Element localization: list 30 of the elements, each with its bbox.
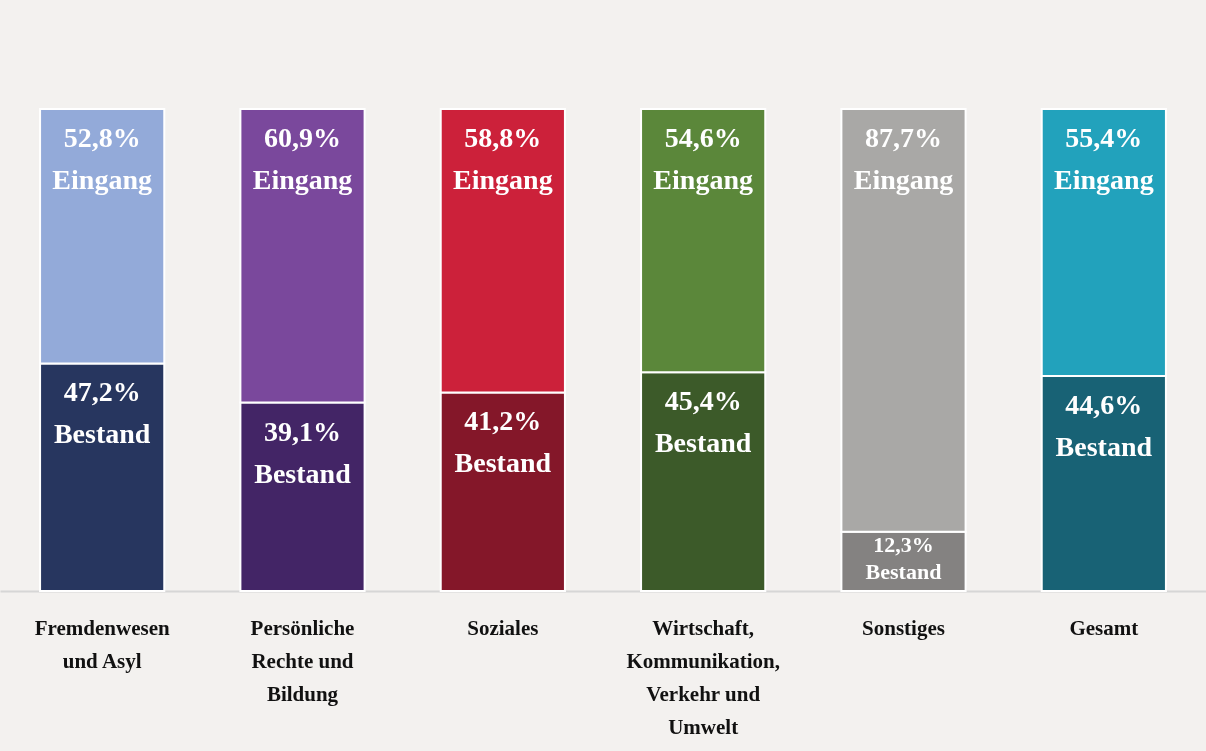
text: Eingang bbox=[453, 164, 553, 195]
series-label: Eingang bbox=[1054, 164, 1154, 195]
x-tick-label: Gesamt bbox=[1069, 615, 1139, 640]
data-label: 54,6% bbox=[664, 122, 742, 153]
data-label: 12,3% bbox=[873, 531, 934, 557]
data-label: 55,4% bbox=[1065, 122, 1143, 153]
text: Bestand bbox=[53, 418, 151, 450]
data-label: 44,6% bbox=[1065, 389, 1143, 421]
data-label: 87,7% bbox=[865, 122, 942, 153]
text: Eingang bbox=[52, 164, 152, 195]
data-label: 60,9% bbox=[264, 122, 341, 153]
text: Bestand bbox=[1055, 431, 1153, 463]
data-label: 45,4% bbox=[664, 385, 742, 417]
x-tick-label: Wirtschaft, Kommunikation, Verkehr und Umwelt bbox=[626, 615, 780, 739]
series-label: Bestand bbox=[865, 558, 942, 584]
text: Eingang bbox=[252, 164, 353, 195]
text: Eingang bbox=[653, 164, 753, 195]
text: Bestand bbox=[654, 427, 752, 459]
data-label: 41,2% bbox=[464, 405, 542, 437]
x-tick-label: Soziales bbox=[467, 615, 539, 640]
data-label: 58,8% bbox=[464, 122, 542, 153]
data-label: 52,8% bbox=[63, 122, 141, 153]
text: Bestand bbox=[454, 447, 552, 479]
text: Bestand bbox=[254, 457, 351, 489]
x-tick-label: Persönliche Rechte und Bildung bbox=[250, 615, 355, 706]
x-tick-label: Sonstiges bbox=[862, 615, 945, 640]
x-tick-label: Fremdenwesen und Asyl bbox=[34, 615, 170, 673]
text: Eingang bbox=[853, 164, 954, 195]
data-label: 47,2% bbox=[63, 376, 141, 408]
data-label: 39,1% bbox=[264, 415, 341, 447]
